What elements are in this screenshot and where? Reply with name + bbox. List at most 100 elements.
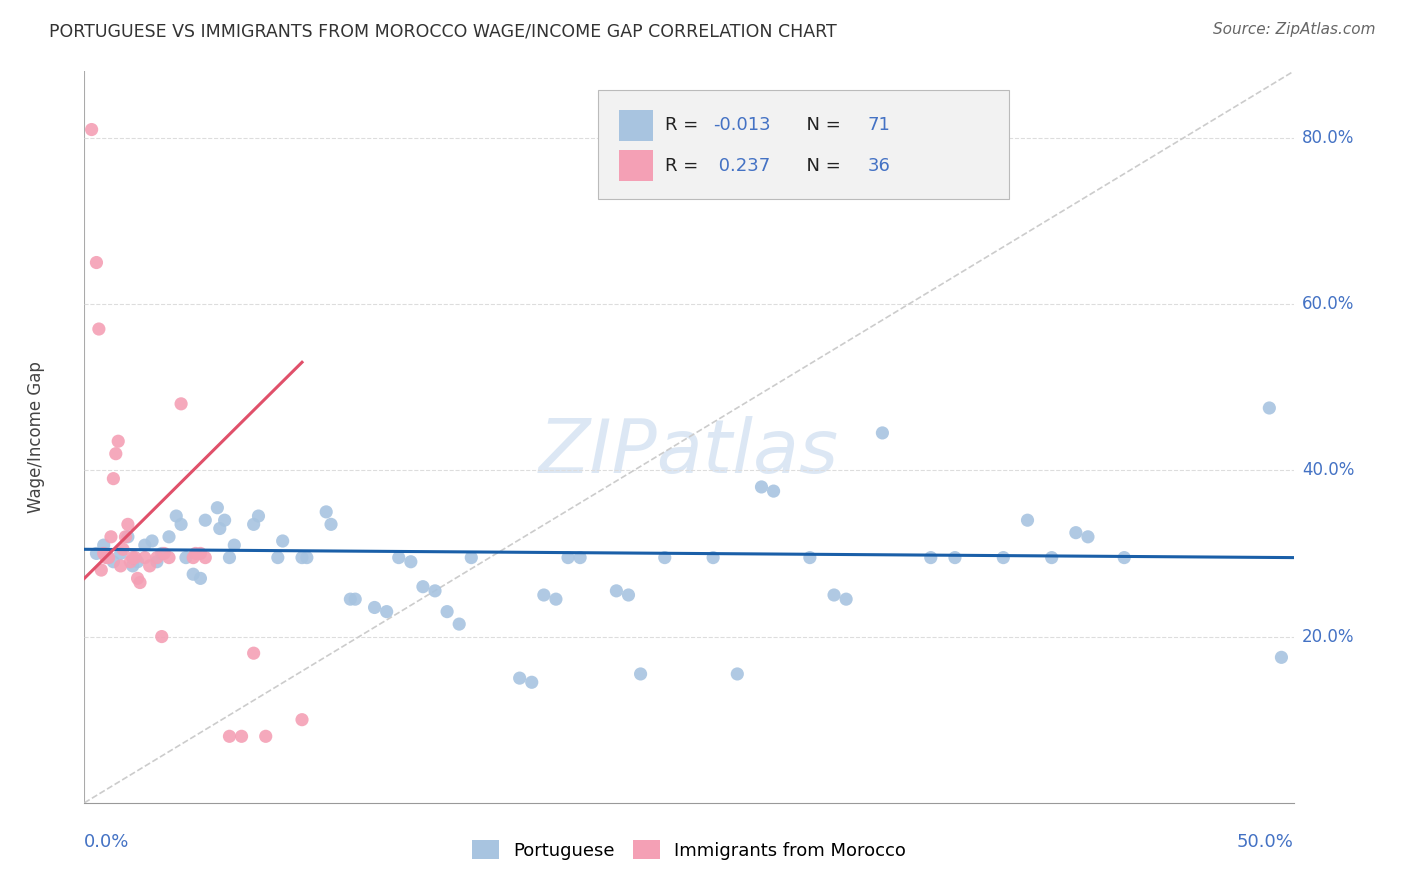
Point [218, 729, 240, 743]
Point [725, 667, 748, 681]
Point [1040, 550, 1063, 565]
Point [153, 546, 176, 560]
Point [412, 580, 434, 594]
Point [295, 550, 318, 565]
Text: N =: N = [796, 116, 846, 134]
Point [110, 558, 132, 573]
Point [315, 505, 337, 519]
Point [569, 550, 592, 565]
Point [184, 546, 207, 560]
Point [124, 550, 146, 565]
Point [224, 538, 246, 552]
Point [544, 592, 567, 607]
Point [208, 521, 231, 535]
Text: 20.0%: 20.0% [1302, 628, 1354, 646]
Point [254, 729, 277, 743]
FancyBboxPatch shape [619, 151, 652, 181]
Text: 80.0%: 80.0% [1302, 128, 1354, 147]
Point [920, 550, 942, 565]
Point [872, 425, 894, 440]
Point [80, 122, 103, 136]
Text: -0.013: -0.013 [713, 116, 770, 134]
Point [605, 583, 627, 598]
Point [117, 517, 139, 532]
Point [799, 550, 821, 565]
Point [110, 546, 132, 560]
Point [107, 434, 129, 449]
FancyBboxPatch shape [619, 110, 652, 141]
Point [93, 546, 115, 560]
Point [943, 550, 966, 565]
Point [993, 550, 1015, 565]
Text: 60.0%: 60.0% [1302, 295, 1354, 313]
Point [97, 550, 120, 565]
Point [121, 550, 143, 565]
Point [97, 550, 120, 565]
Point [93, 538, 115, 552]
Point [630, 667, 652, 681]
Point [344, 592, 367, 607]
Point [170, 397, 193, 411]
Point [104, 447, 127, 461]
Point [1017, 513, 1039, 527]
Text: R =: R = [665, 157, 704, 175]
Point [214, 513, 236, 527]
Point [103, 472, 125, 486]
Point [87, 322, 110, 336]
Point [170, 517, 193, 532]
Point [242, 517, 264, 532]
Point [533, 588, 555, 602]
Point [1077, 530, 1099, 544]
Point [150, 630, 173, 644]
Point [194, 513, 217, 527]
Point [399, 555, 422, 569]
Point [194, 550, 217, 565]
Text: PORTUGUESE VS IMMIGRANTS FROM MOROCCO WAGE/INCOME GAP CORRELATION CHART: PORTUGUESE VS IMMIGRANTS FROM MOROCCO WA… [49, 22, 837, 40]
Point [823, 588, 845, 602]
Point [449, 617, 471, 632]
Point [1258, 401, 1281, 415]
Point [509, 671, 531, 685]
Point [339, 592, 361, 607]
Point [146, 555, 169, 569]
Point [117, 530, 139, 544]
Point [242, 646, 264, 660]
Point [120, 555, 142, 569]
Point [762, 484, 785, 499]
Point [86, 546, 108, 560]
Point [1064, 525, 1087, 540]
Point [520, 675, 543, 690]
Point [121, 558, 143, 573]
Point [134, 538, 156, 552]
Point [751, 480, 773, 494]
Point [86, 255, 108, 269]
Text: 40.0%: 40.0% [1302, 461, 1354, 479]
Point [181, 567, 204, 582]
Point [218, 550, 240, 565]
Point [247, 509, 270, 524]
Text: 50.0%: 50.0% [1237, 833, 1294, 851]
Point [423, 583, 446, 598]
Text: Wage/Income Gap: Wage/Income Gap [27, 361, 45, 513]
Point [557, 550, 579, 565]
Legend: Portuguese, Immigrants from Morocco: Portuguese, Immigrants from Morocco [464, 833, 914, 867]
Text: 0.237: 0.237 [713, 157, 770, 175]
Text: Source: ZipAtlas.com: Source: ZipAtlas.com [1212, 22, 1375, 37]
Point [835, 592, 858, 607]
Point [436, 605, 458, 619]
Point [319, 517, 342, 532]
Point [181, 550, 204, 565]
Point [127, 571, 149, 585]
Text: N =: N = [796, 157, 846, 175]
Point [363, 600, 385, 615]
Point [134, 550, 156, 565]
Point [460, 550, 482, 565]
Point [617, 588, 640, 602]
Point [129, 575, 152, 590]
Point [231, 729, 253, 743]
Point [114, 530, 136, 544]
Point [141, 533, 163, 548]
Point [157, 550, 180, 565]
Point [702, 550, 724, 565]
Point [103, 555, 125, 569]
